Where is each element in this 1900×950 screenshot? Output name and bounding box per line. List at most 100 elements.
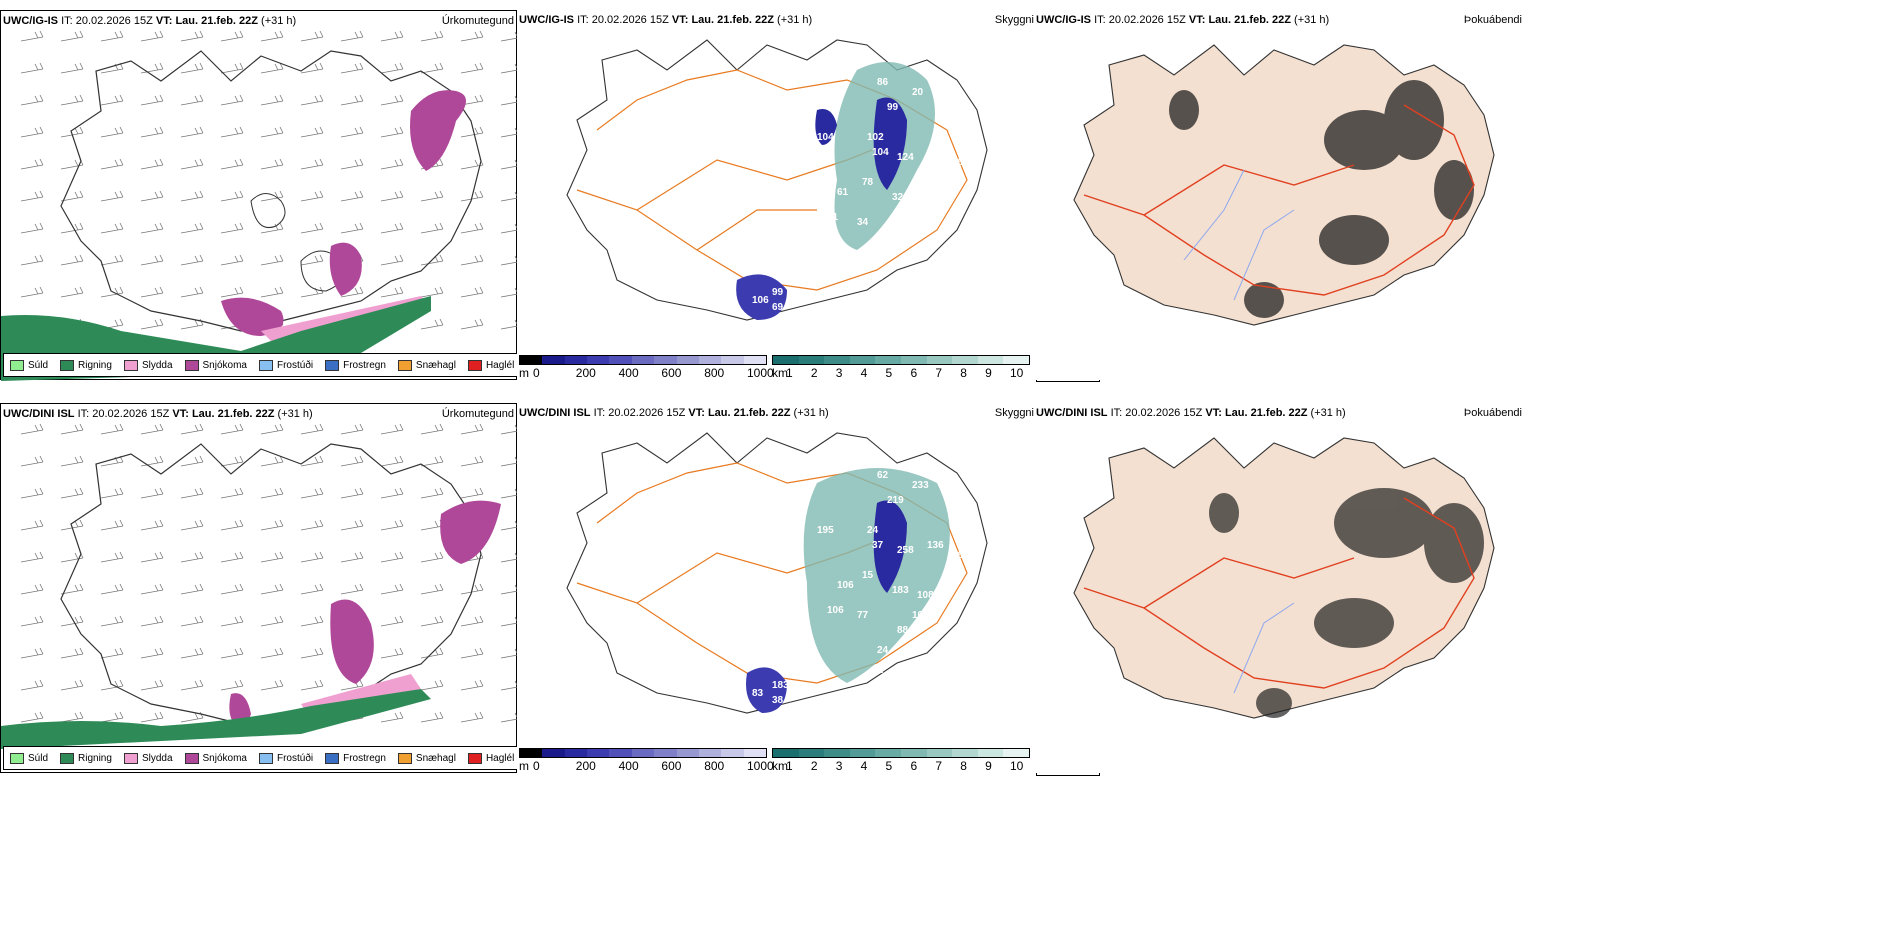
colorbar-swatches <box>772 748 1030 758</box>
precip-legend-item: Frostregn <box>325 752 386 764</box>
wind-barb <box>260 583 284 595</box>
wind-barb <box>140 126 164 138</box>
wind-barb <box>500 584 518 595</box>
visibility-value-label: 24 <box>867 525 879 536</box>
visibility-value-label: 195 <box>817 525 834 536</box>
colorbar-swatch <box>542 356 565 364</box>
wind-barb <box>180 190 204 202</box>
wind-barb <box>260 94 284 106</box>
wind-barb <box>460 487 484 499</box>
wind-barb <box>380 455 404 467</box>
legend-swatch <box>60 752 75 764</box>
wind-barb <box>140 62 164 74</box>
glacier-outline <box>250 193 286 228</box>
wind-barb <box>100 551 124 563</box>
visibility-map: 86 20 903 94 99 104 102 104 124 69 16 162 78 61 32 128 8… <box>566 39 988 321</box>
wind-barb <box>420 455 444 467</box>
wind-barb <box>500 712 518 723</box>
colorbar-swatch <box>609 356 632 364</box>
visibility-value-label: 69 <box>927 147 939 158</box>
colorbar-swatch <box>1003 356 1029 364</box>
sleet-area <box>261 296 431 341</box>
legend-label: Frostregn <box>343 359 386 371</box>
visibility-value-label: 136 <box>927 540 944 551</box>
wind-barb <box>420 30 444 42</box>
wind-barb <box>260 679 284 691</box>
legend-swatch <box>397 359 412 371</box>
wind-barb <box>260 519 284 531</box>
wind-barb <box>60 94 84 106</box>
colorbar-tick: 200 <box>575 366 596 380</box>
wind-barb <box>300 519 324 531</box>
precip-legend-item: Frostúði <box>258 359 313 371</box>
wind-barb <box>140 254 164 266</box>
wind-barb <box>460 254 484 266</box>
visibility-value-label: 94 <box>947 112 959 123</box>
legend-label: Frostúði <box>276 752 314 764</box>
wind-barb <box>100 679 124 691</box>
fog-index-panel-bottom: UWC/DINI ISL IT: 20.02.2026 15Z VT: Lau.… <box>1034 403 1524 773</box>
wind-barb <box>20 647 44 659</box>
wind-barb <box>420 62 444 74</box>
visibility-value-label: 69 <box>772 302 784 313</box>
colorbar-swatch <box>542 749 565 757</box>
wind-barb <box>140 487 164 499</box>
precip-legend-item: Súld <box>10 752 48 764</box>
wind-barb <box>300 126 324 138</box>
legend-swatch <box>184 752 199 764</box>
colorbar-swatch <box>875 356 901 364</box>
precip-legend-item: Frostúði <box>258 752 314 764</box>
wind-barb <box>180 94 204 106</box>
wind-barb <box>380 615 404 627</box>
wind-barb <box>300 615 324 627</box>
colorbar-tick: 800 <box>704 759 725 773</box>
wind-barb <box>260 286 284 298</box>
wind-barb <box>380 222 404 234</box>
wind-barb <box>100 487 124 499</box>
road-network <box>1083 497 1475 689</box>
wind-barb <box>220 423 244 435</box>
wind-barb <box>180 487 204 499</box>
wind-barb <box>300 679 324 691</box>
wind-barbs <box>20 30 518 330</box>
wind-barb <box>420 615 444 627</box>
wind-barb <box>20 583 44 595</box>
wind-barb <box>500 95 518 106</box>
wind-barb <box>420 519 444 531</box>
wind-barb <box>180 583 204 595</box>
colorbar-swatch <box>609 749 632 757</box>
panel-title: Úrkomutegund <box>441 15 514 27</box>
wind-barb <box>20 615 44 627</box>
colorbar-swatch <box>977 749 1004 757</box>
colorbar-swatch <box>676 356 699 364</box>
legend-swatch <box>397 752 412 764</box>
wind-barb <box>100 222 124 234</box>
colorbar-swatch <box>654 749 677 757</box>
panel-header: UWC/IG-IS IT: 20.02.2026 15Z VT: Lau. 21… <box>3 15 297 27</box>
precip-map <box>1 423 518 749</box>
legend-swatch <box>123 359 138 371</box>
visibility-value-label: 16 <box>952 157 964 168</box>
wind-barb <box>140 190 164 202</box>
visibility-panel-bottom: UWC/DINI ISL IT: 20.02.2026 15Z VT: Lau.… <box>517 403 1034 773</box>
wind-barb <box>140 222 164 234</box>
wind-barb <box>60 62 84 74</box>
visibility-value-label: 71 <box>827 212 839 223</box>
colorbar-swatch <box>721 749 744 757</box>
colorbar-tick: 3 <box>835 366 843 380</box>
panel-header: UWC/IG-IS IT: 20.02.2026 15Z VT: Lau. 21… <box>519 14 813 26</box>
wind-barb <box>60 711 84 723</box>
colorbar-swatch <box>952 749 978 757</box>
colorbar-tick: 8 <box>960 759 967 773</box>
visibility-value-label: 13 <box>872 272 884 283</box>
visibility-value-label: 116 <box>967 480 984 491</box>
colorbar-tick: 6 <box>910 759 918 773</box>
wind-barb <box>100 30 124 42</box>
wind-barb <box>260 455 284 467</box>
low-ceiling-zone <box>873 500 907 593</box>
wind-barb <box>140 94 164 106</box>
visibility-value-label: 106 <box>752 295 769 306</box>
visibility-value-label: 61 <box>837 187 849 198</box>
precip-legend-item: Snjókoma <box>184 359 247 371</box>
visibility-map: 62 233 116 38 219 195 24 37 258 136 363 20 15 106 183 1… <box>566 432 988 714</box>
